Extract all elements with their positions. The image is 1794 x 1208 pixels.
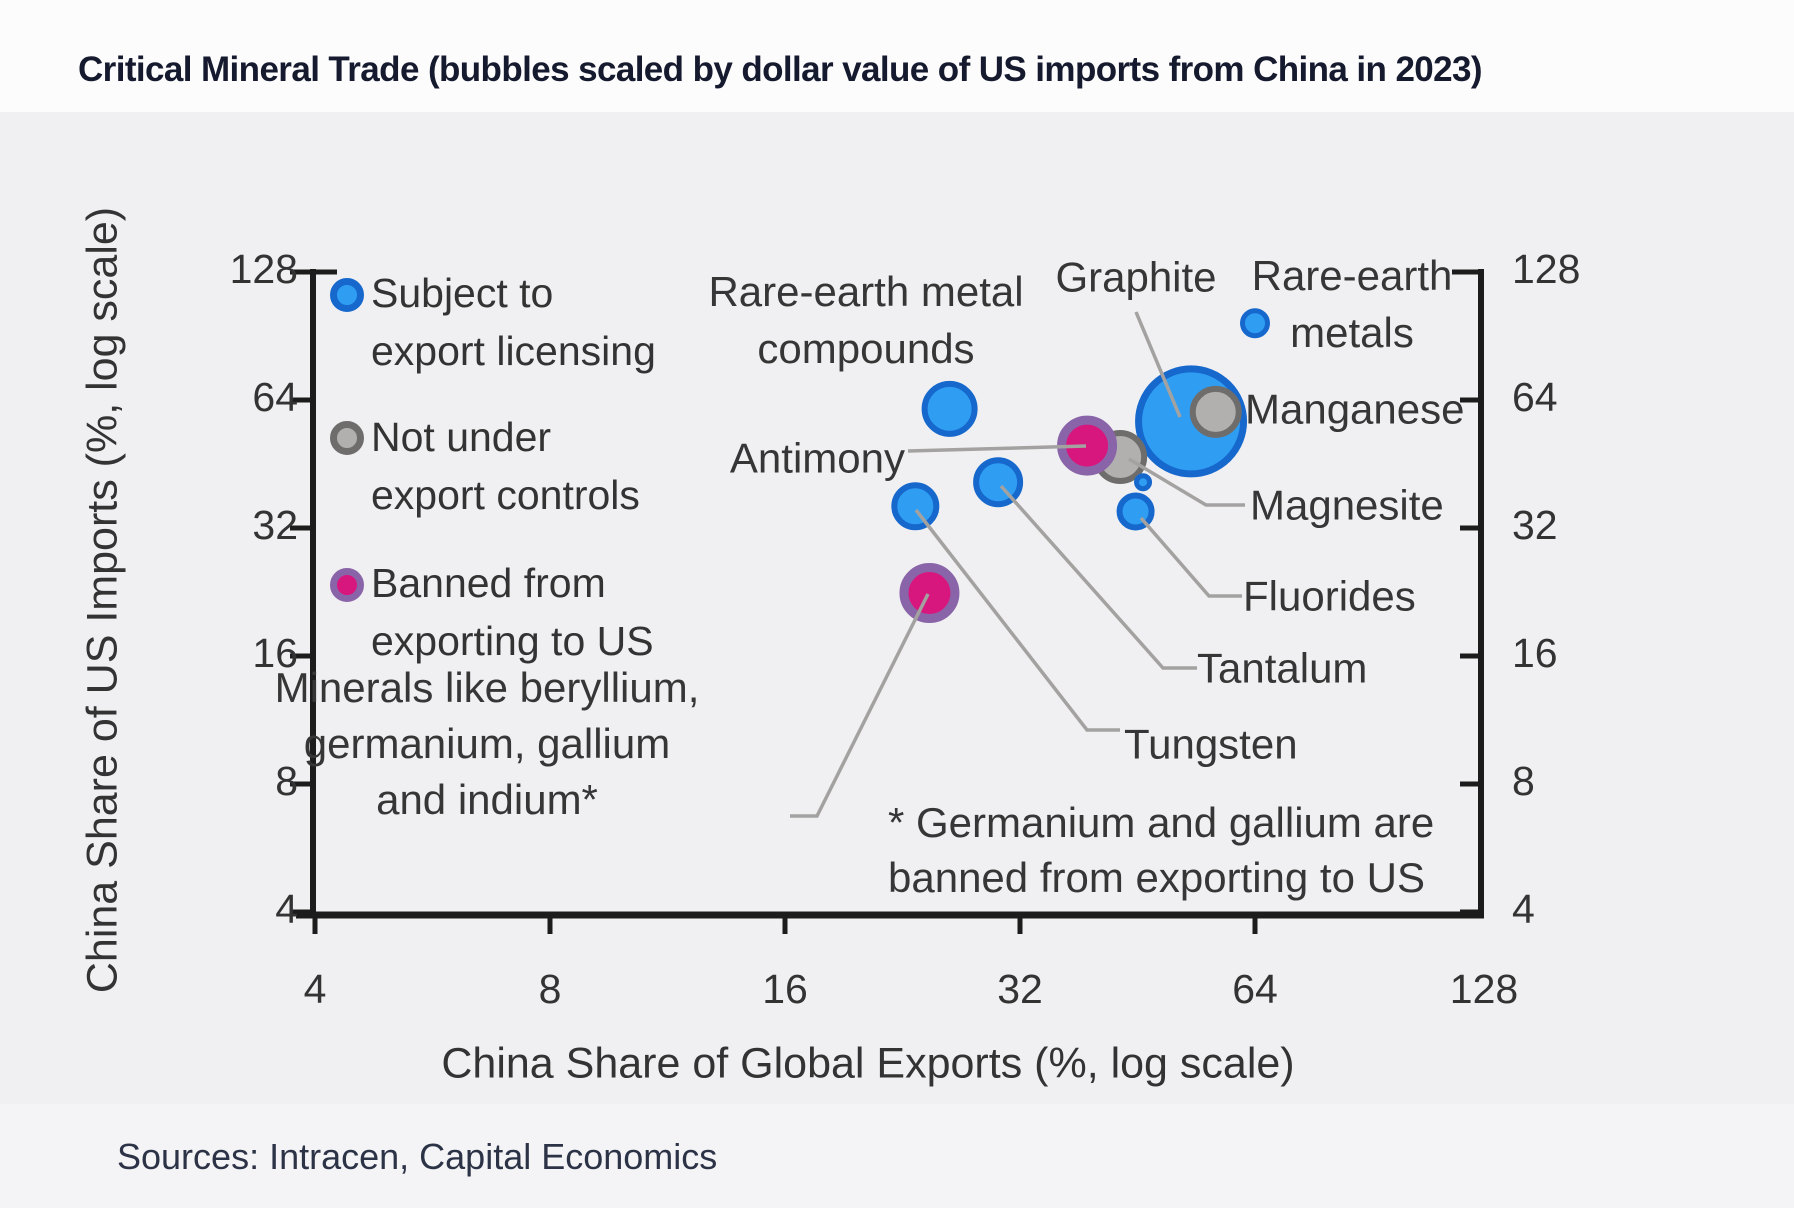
label-tantalum: Tantalum bbox=[1197, 644, 1368, 692]
legend-label-no-controls: Not under export controls bbox=[371, 414, 640, 518]
y-tick-label-right: 64 bbox=[1512, 374, 1558, 420]
bubble-unlabeled-small bbox=[1134, 473, 1153, 492]
y-tick-label-right: 16 bbox=[1512, 630, 1558, 676]
bubble-tungsten bbox=[891, 482, 940, 531]
x-axis-title: China Share of Global Exports (%, log sc… bbox=[441, 1039, 1295, 1088]
label-magnesite: Magnesite bbox=[1250, 481, 1444, 529]
y-tick-label-left: 32 bbox=[252, 502, 298, 548]
footnote: * Germanium and gallium are banned from … bbox=[888, 799, 1435, 901]
label-rare-earth-compounds: Rare-earth metal compounds bbox=[708, 268, 1024, 372]
label-antimony: Antimony bbox=[729, 434, 905, 482]
label-rare-earth-metals: Rare-earth metals bbox=[1251, 252, 1453, 356]
sources-note: Sources: Intracen, Capital Economics bbox=[117, 1136, 718, 1177]
y-axis-title: China Share of US Imports (%, log scale) bbox=[78, 206, 127, 994]
label-manganese: Manganese bbox=[1245, 385, 1465, 433]
bubble-manganese bbox=[1189, 385, 1242, 438]
leader-line-magnesite bbox=[1128, 457, 1245, 507]
legend-marker-banned-icon bbox=[330, 568, 364, 602]
leader-line-tantalum bbox=[999, 484, 1197, 670]
footer-band bbox=[0, 1104, 1794, 1208]
label-fluorides: Fluorides bbox=[1243, 572, 1416, 620]
x-tick-label: 32 bbox=[997, 966, 1043, 1012]
leader-line-fluorides bbox=[1139, 516, 1242, 598]
leader-line-minerals-beryllium-etc bbox=[790, 593, 930, 818]
leader-line-antimony bbox=[907, 444, 1087, 453]
label-tungsten: Tungsten bbox=[1124, 720, 1298, 768]
y-tick-label-left: 8 bbox=[275, 758, 298, 804]
leader-line-tungsten bbox=[914, 508, 1120, 732]
x-tick-label: 64 bbox=[1232, 966, 1278, 1012]
y-tick-label-left: 128 bbox=[229, 246, 298, 292]
y-tick-label-right: 32 bbox=[1512, 502, 1558, 548]
bubble-minerals-beryllium-etc bbox=[899, 563, 960, 624]
legend-marker-no-controls-icon bbox=[330, 421, 364, 455]
legend-label-banned: Banned from exporting to US bbox=[371, 560, 654, 664]
x-tick-label: 4 bbox=[303, 966, 327, 1012]
legend-label-export-licensing: Subject to export licensing bbox=[371, 270, 656, 374]
bubble-rare-earth-compounds bbox=[921, 380, 978, 437]
y-tick-label-left: 64 bbox=[252, 374, 298, 420]
x-tick-label: 8 bbox=[538, 966, 562, 1012]
y-tick-label-left: 4 bbox=[275, 886, 298, 932]
x-tick-label: 128 bbox=[1449, 966, 1519, 1012]
page-title: Critical Mineral Trade (bubbles scaled b… bbox=[78, 50, 1483, 89]
leader-line-graphite bbox=[1134, 311, 1182, 418]
x-tick-label: 16 bbox=[762, 966, 808, 1012]
label-minerals-note: Minerals like beryllium, germanium, gall… bbox=[274, 664, 700, 823]
header-band bbox=[0, 0, 1794, 112]
bubble-rare-earth-metals bbox=[1240, 308, 1270, 339]
y-tick-label-right: 4 bbox=[1512, 886, 1535, 932]
legend-marker-export-licensing-icon bbox=[330, 278, 364, 312]
y-tick-label-left: 16 bbox=[252, 630, 298, 676]
label-graphite: Graphite bbox=[1055, 253, 1217, 301]
y-tick-label-right: 8 bbox=[1512, 758, 1535, 804]
y-tick-label-right: 128 bbox=[1512, 246, 1581, 292]
